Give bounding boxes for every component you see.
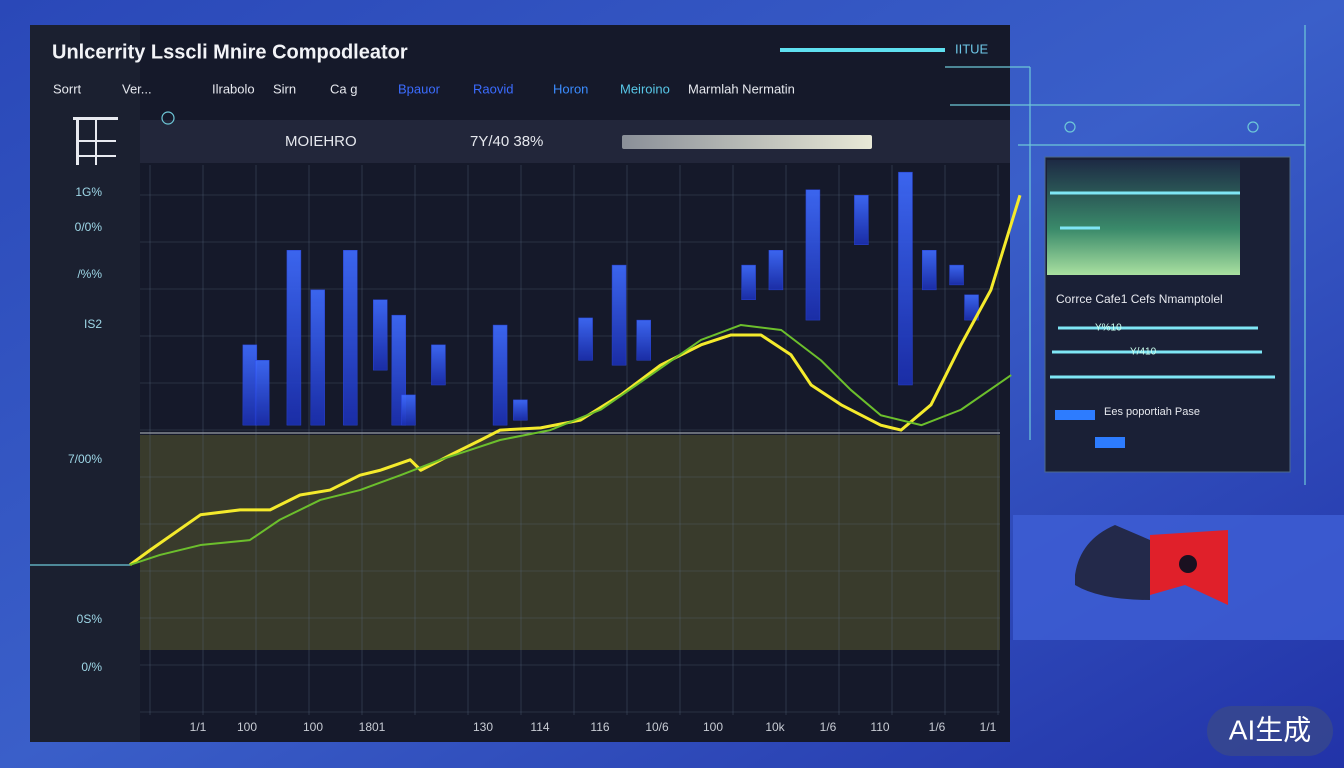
y-axis-label: IS2	[84, 317, 102, 331]
x-axis-label: 1/6	[929, 720, 946, 734]
bar	[854, 195, 869, 245]
bar	[768, 250, 784, 291]
side-swatch	[1095, 437, 1125, 448]
menu-item[interactable]: Ca g	[330, 81, 357, 96]
watermark: AI生成	[1229, 714, 1311, 745]
x-axis-label: 100	[303, 720, 323, 734]
x-axis-label: 10/6	[645, 720, 669, 734]
header-strip	[140, 120, 1010, 163]
bar	[578, 317, 593, 361]
x-axis-label: 130	[473, 720, 493, 734]
menu-item[interactable]: Marmlah Nermatin	[688, 81, 795, 96]
bar	[921, 250, 937, 291]
dark-shape	[1075, 525, 1150, 600]
line-series	[129, 324, 1012, 566]
bar	[286, 250, 302, 426]
lower-plot-fill	[140, 435, 1000, 650]
x-axis-label: 100	[237, 720, 257, 734]
menu-item[interactable]: Ver...	[122, 81, 152, 96]
strip-label: MOIEHRO	[285, 133, 357, 150]
menu-item[interactable]: Sirn	[273, 81, 296, 96]
x-axis-label: 110	[870, 720, 889, 734]
menu-item[interactable]: Raovid	[473, 81, 513, 96]
red-flag-dot	[1179, 555, 1197, 573]
progress-bar	[622, 135, 872, 149]
bar	[343, 250, 358, 426]
x-axis-label: 116	[590, 720, 609, 734]
menu-item[interactable]: Meiroino	[620, 81, 670, 96]
bar	[805, 189, 821, 321]
x-axis-label: 100	[703, 720, 723, 734]
bar	[636, 319, 651, 361]
x-axis-label: 114	[530, 720, 549, 734]
bar	[310, 289, 325, 426]
bar	[401, 394, 416, 426]
bar	[513, 399, 528, 421]
slider-label: Y/410	[1130, 347, 1157, 358]
y-axis-label: 0S%	[77, 612, 103, 626]
bar	[373, 299, 388, 371]
y-axis-label: 0/0%	[75, 220, 103, 234]
bar	[964, 294, 979, 321]
slider-label: Y%10	[1095, 323, 1122, 334]
menu-item[interactable]: Bpauor	[398, 81, 441, 96]
side-heading: Corrce Cafe1 Cefs Nmamptolel	[1056, 292, 1223, 306]
y-axis-label: /%%	[77, 267, 102, 281]
side-sliders	[1050, 191, 1275, 379]
x-axis-label: 1/1	[190, 720, 207, 734]
grid	[140, 165, 1000, 715]
badge: IITUE	[955, 41, 989, 56]
x-axis-label: 1801	[359, 720, 386, 734]
line-series	[129, 194, 1022, 567]
side-note: Ees poportiah Pase	[1104, 406, 1200, 418]
bar	[254, 360, 270, 426]
window-title: Unlcerrity Lsscli Mnire Compodleator	[52, 41, 408, 63]
left-column	[30, 25, 140, 742]
side-screen	[1047, 160, 1240, 275]
menu-item[interactable]: Horon	[553, 81, 588, 96]
bar	[611, 264, 627, 366]
y-axis-label: 1G%	[75, 185, 102, 199]
x-axis-label: 1/1	[980, 720, 997, 734]
y-axis-label: 0/%	[81, 660, 102, 674]
bar	[242, 344, 258, 426]
bar	[949, 264, 964, 286]
y-axis-label: 7/00%	[68, 452, 102, 466]
bar	[741, 264, 756, 301]
x-axis-label: 1/6	[820, 720, 837, 734]
menu-item[interactable]: Sorrt	[53, 81, 82, 96]
side-swatch	[1055, 410, 1095, 420]
bar	[492, 324, 508, 426]
menu-item[interactable]: Ilrabolo	[212, 81, 255, 96]
x-axis-label: 10k	[765, 720, 785, 734]
left-icon	[73, 117, 118, 165]
bar	[431, 344, 446, 386]
watermark-pill	[1207, 706, 1333, 756]
frame-lines	[30, 25, 1306, 566]
strip-stat: 7Y/40 38%	[470, 133, 543, 150]
bar	[898, 171, 913, 386]
